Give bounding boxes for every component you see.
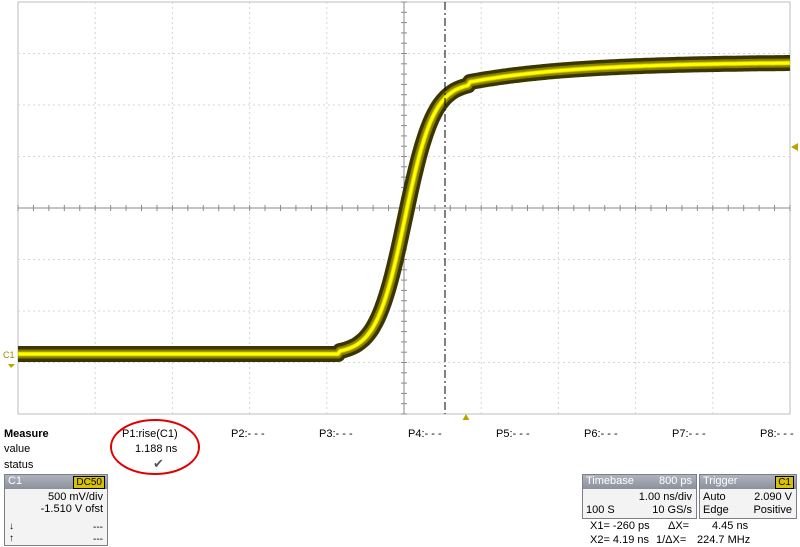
channel-arrow-icons: ↓ ↑ (9, 521, 14, 544)
channel-name: C1 (8, 475, 23, 487)
param-p1-value: 1.188 ns (135, 443, 178, 455)
param-p4-name[interactable]: P4:- - - (408, 428, 442, 440)
channel-marker-label: C1 (3, 350, 15, 360)
trigger-source-badge: C1 (775, 476, 794, 489)
trigger-position-marker-icon (462, 414, 470, 421)
timebase-delay: 800 ps (658, 475, 692, 487)
red-circle-annotation (110, 419, 200, 475)
trigger-level-marker-icon (791, 143, 798, 151)
param-p1-name[interactable]: P1:rise(C1) (122, 428, 178, 440)
waveform-trace (12, 55, 796, 362)
timebase-tdiv: 1.00 ns/div (638, 491, 692, 503)
measure-row-label-value: value (4, 443, 31, 455)
timebase-title: Timebase (586, 475, 634, 487)
cursor-dx-label: ΔX= (668, 520, 690, 532)
param-p7-name[interactable]: P7:- - - (672, 428, 706, 440)
channel-coupling-badge: DC50 (73, 476, 105, 489)
scope-display[interactable] (0, 0, 800, 421)
param-p1-status-check-icon: ✔ (153, 456, 164, 471)
trigger-type: Edge (703, 504, 729, 516)
param-p6-name[interactable]: P6:- - - (584, 428, 618, 440)
cursor-inv-dx-label: 1/ΔX= (656, 534, 687, 546)
channel-descriptor-c1[interactable]: C1 DC50 500 mV/div -1.510 V ofst ↓ ↑ --- … (4, 474, 108, 546)
trigger-mode: Auto (703, 491, 726, 503)
param-p8-name[interactable]: P8:- - - (760, 428, 794, 440)
timebase-panel[interactable]: Timebase 800 ps 1.00 ns/div 100 S 10 GS/… (582, 474, 697, 519)
cursor-x1-readout: X1= -260 ps (590, 520, 650, 532)
measure-heading: Measure (4, 428, 49, 440)
param-p2-name[interactable]: P2:- - - (231, 428, 265, 440)
cursor-x2-readout: X2= 4.19 ns (590, 534, 650, 546)
timebase-samples: 100 S (586, 504, 615, 516)
measure-row-label-status: status (4, 459, 34, 471)
channel-line3: --- (93, 522, 103, 533)
channel-line4: --- (93, 534, 103, 545)
param-p5-name[interactable]: P5:- - - (496, 428, 530, 440)
channel-ground-marker-icon (8, 364, 15, 368)
trigger-panel[interactable]: Trigger C1 Auto 2.090 V Edge Positive (699, 474, 797, 519)
cursor-inv-dx-value: 224.7 MHz (697, 534, 751, 546)
channel-offset: -1.510 V ofst (40, 503, 103, 515)
channel-vdiv: 500 mV/div (47, 491, 103, 503)
trace-core (18, 61, 790, 356)
timebase-rate: 10 GS/s (652, 504, 692, 516)
trigger-title: Trigger (703, 475, 738, 487)
param-p3-name[interactable]: P3:- - - (319, 428, 353, 440)
measure-table[interactable]: Measure value status P1:rise(C1) 1.188 n… (0, 419, 800, 475)
waveform-graticule (8, 1, 798, 421)
trigger-slope: Positive (753, 504, 792, 516)
trigger-level: 2.090 V (754, 491, 792, 503)
cursor-dx-value: 4.45 ns (712, 520, 749, 532)
